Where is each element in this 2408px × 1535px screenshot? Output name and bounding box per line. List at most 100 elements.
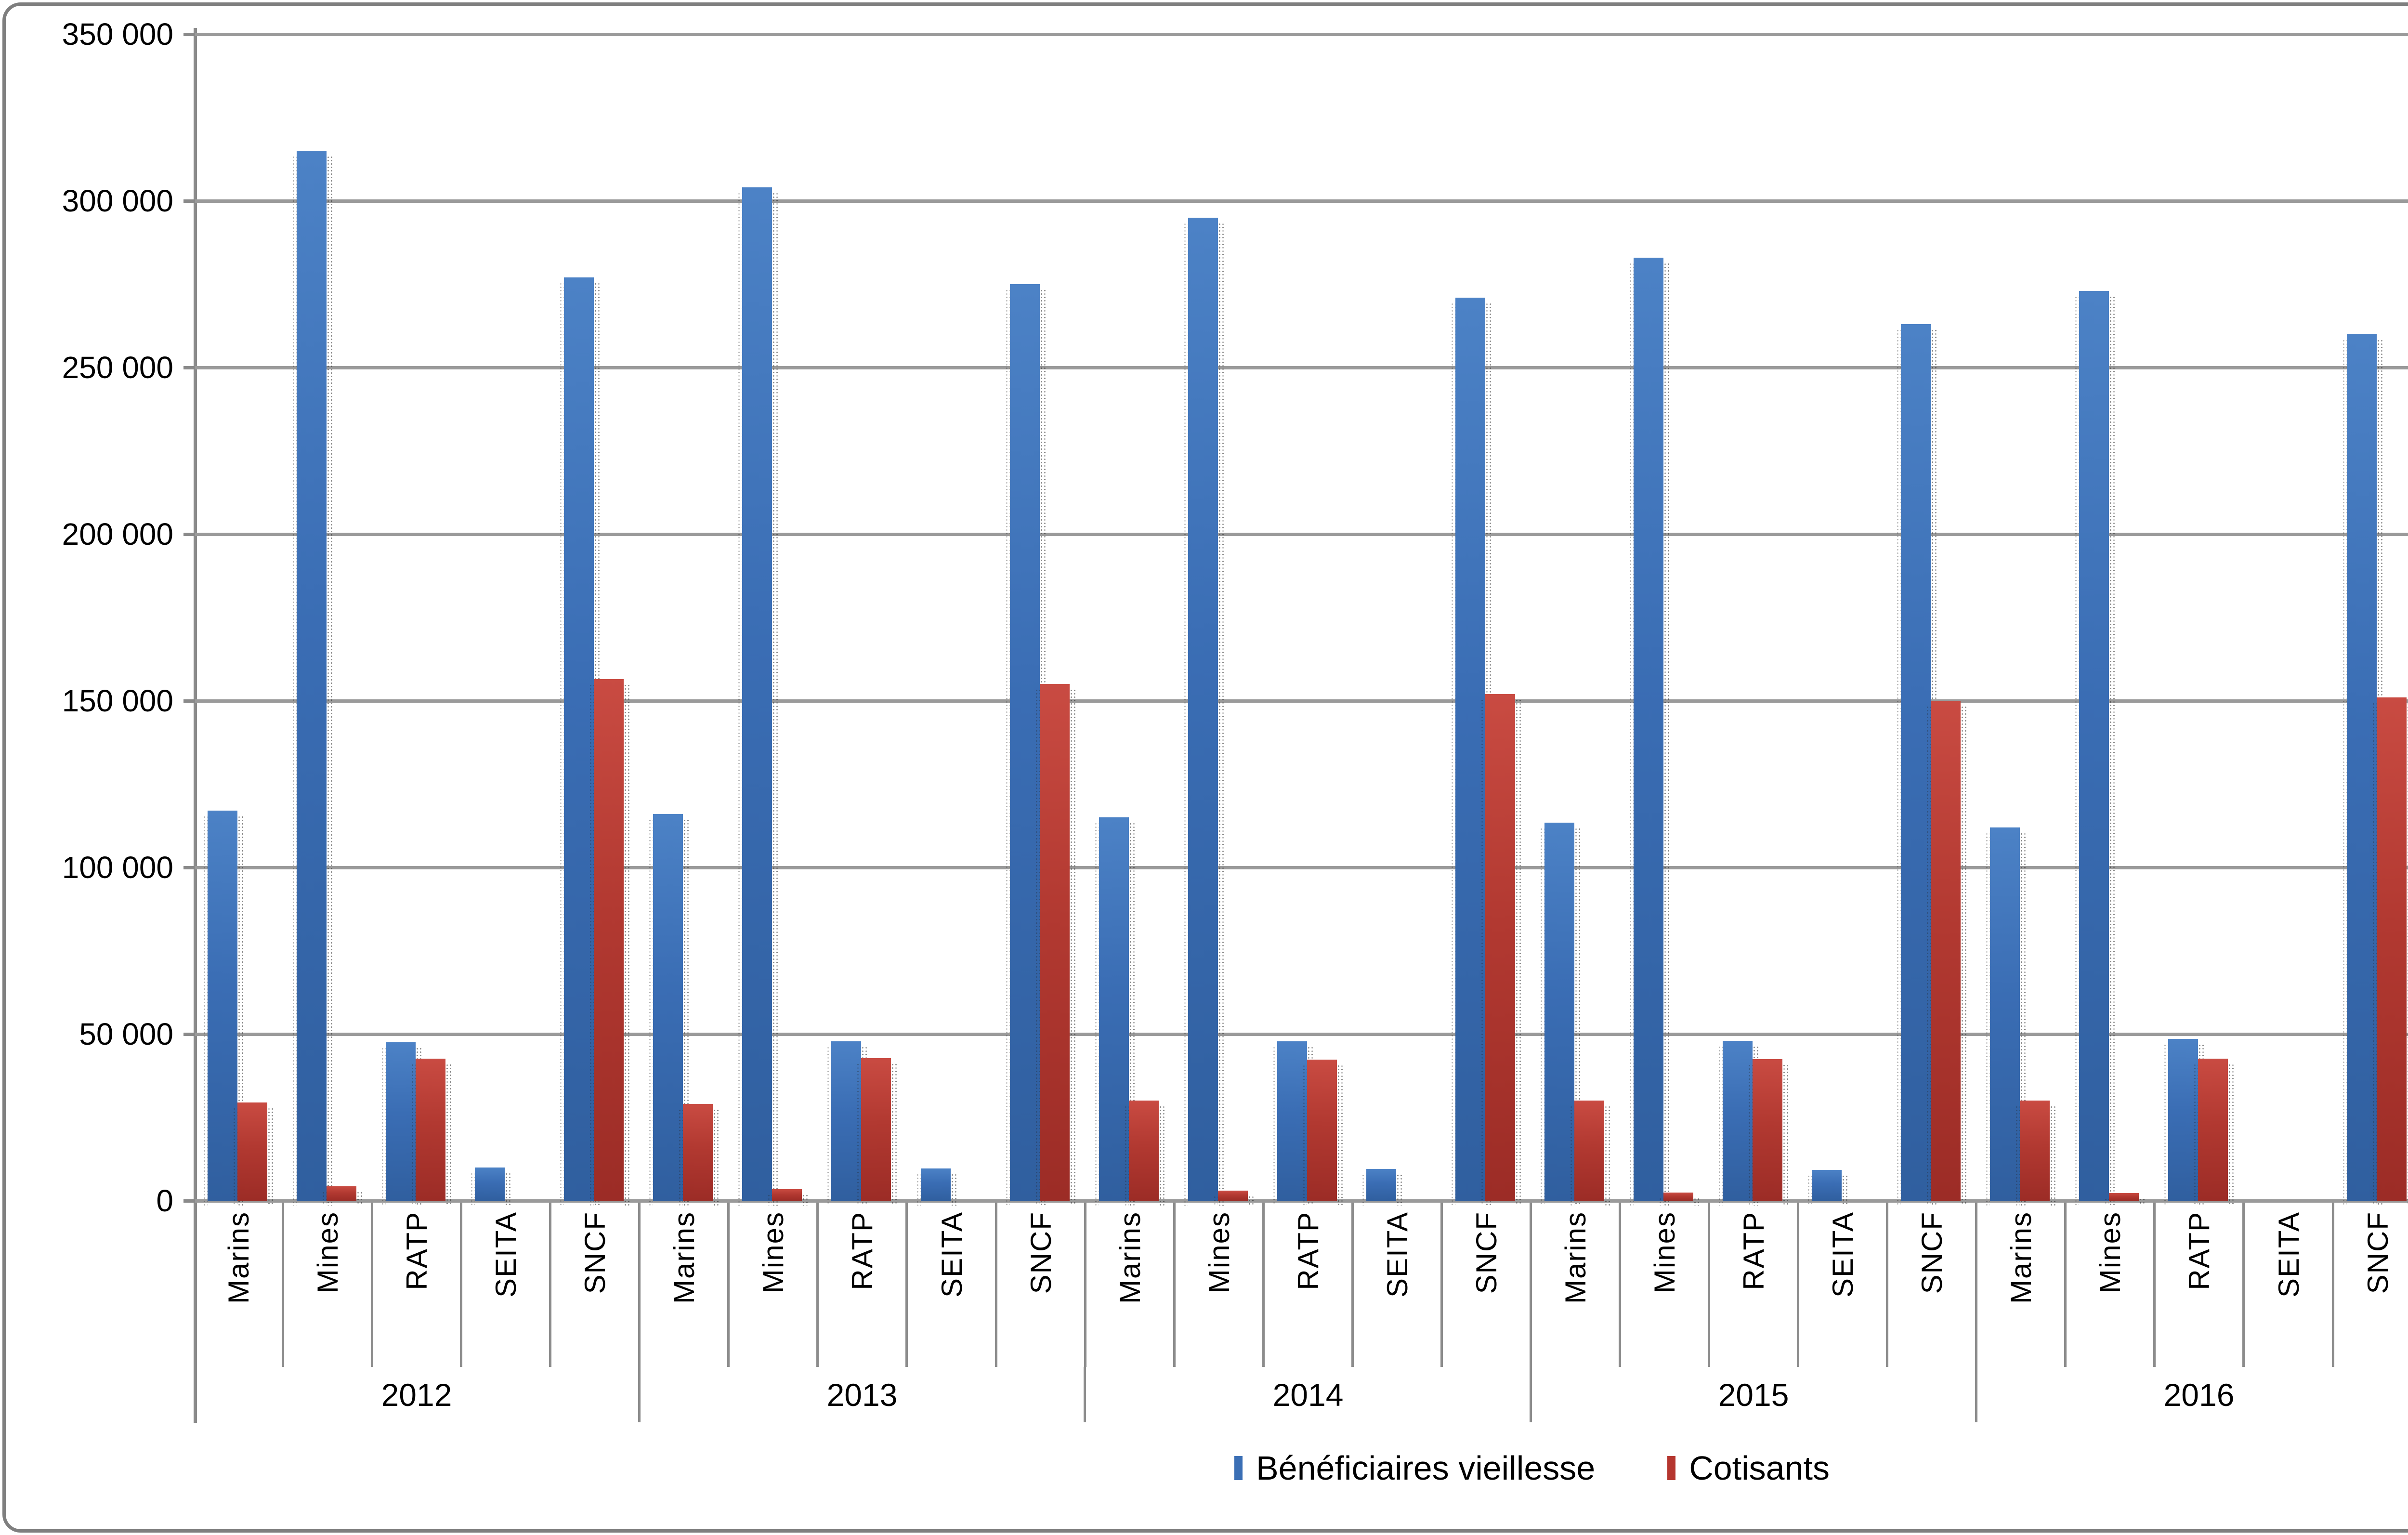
- gridline-350000: [195, 33, 2408, 36]
- gridline-100000: [195, 866, 2408, 869]
- category-cell-2016-sncf: SNCF: [2334, 1203, 2408, 1367]
- bar-beneficiaires-2015-marins: [1540, 823, 1582, 1206]
- category-cell-2014-marins: Marins: [1086, 1203, 1176, 1367]
- category-label: RATP: [1292, 1211, 1324, 1290]
- year-cell-2015: 2015: [1532, 1367, 1977, 1422]
- y-tick-label: 150 000: [62, 683, 173, 718]
- year-cell-2014: 2014: [1086, 1367, 1532, 1422]
- category-axis-row: Marins Mines RATP SEITA SNCF Marins Mines RATP S…: [195, 1203, 2408, 1367]
- y-axis-line: [194, 28, 197, 1423]
- category-cell-2015-sncf: SNCF: [1888, 1203, 1977, 1367]
- category-label: SEITA: [1826, 1211, 1859, 1298]
- category-cell-2012-ratp: RATP: [373, 1203, 462, 1367]
- bar-beneficiaires-2012-marins: [203, 811, 245, 1206]
- category-cell-2016-marins: Marins: [1977, 1203, 2067, 1367]
- bar-beneficiaires-2013-mines: [737, 187, 780, 1206]
- category-label: SEITA: [1381, 1211, 1413, 1298]
- y-tick-mark: [183, 533, 195, 536]
- category-label: Marins: [222, 1211, 255, 1304]
- year-cell-2012: 2012: [195, 1367, 641, 1422]
- category-cell-2012-sncf: SNCF: [551, 1203, 641, 1367]
- y-tick-label: 200 000: [62, 517, 173, 551]
- legend: Bénéficiaires vieillesse Cotisants: [195, 1449, 2408, 1487]
- legend-item-beneficiaires: Bénéficiaires vieillesse: [1234, 1449, 1595, 1487]
- legend-swatch-blue-icon: [1234, 1456, 1243, 1480]
- legend-swatch-red-icon: [1667, 1456, 1676, 1480]
- category-label: RATP: [400, 1211, 433, 1290]
- bar-cotisants-2013-ratp: [856, 1058, 899, 1206]
- year-cell-2013: 2013: [641, 1367, 1086, 1422]
- category-label: SEITA: [489, 1211, 522, 1298]
- year-label: 2014: [1272, 1377, 1344, 1413]
- bar-cotisants-2016-mines: [2104, 1193, 2146, 1206]
- gridline-250000: [195, 366, 2408, 369]
- category-label: Mines: [311, 1211, 344, 1294]
- category-cell-2013-marins: Marins: [641, 1203, 730, 1367]
- y-tick-label: 250 000: [62, 350, 173, 385]
- category-label: RATP: [846, 1211, 878, 1290]
- year-label: 2012: [381, 1377, 452, 1413]
- year-cell-2016: 2016: [1977, 1367, 2408, 1422]
- category-label: SNCF: [2361, 1211, 2394, 1294]
- gridline-200000: [195, 533, 2408, 536]
- category-label: SNCF: [1024, 1211, 1057, 1294]
- category-cell-2016-seita: SEITA: [2245, 1203, 2334, 1367]
- bar-cotisants-2012-marins: [233, 1102, 275, 1206]
- y-tick-mark: [183, 866, 195, 869]
- category-cell-2014-seita: SEITA: [1354, 1203, 1443, 1367]
- bar-cotisants-2016-marins: [2015, 1101, 2057, 1206]
- category-label: RATP: [2183, 1211, 2215, 1290]
- legend-item-cotisants: Cotisants: [1667, 1449, 1830, 1487]
- category-label: SNCF: [1470, 1211, 1503, 1294]
- bar-cotisants-2015-ratp: [1748, 1059, 1790, 1206]
- y-tick-label: 350 000: [62, 17, 173, 52]
- y-tick-label: 300 000: [62, 184, 173, 218]
- category-cell-2015-ratp: RATP: [1710, 1203, 1799, 1367]
- category-cell-2015-seita: SEITA: [1799, 1203, 1888, 1367]
- bar-cotisants-2015-marins: [1570, 1101, 1612, 1206]
- category-cell-2014-mines: Mines: [1176, 1203, 1265, 1367]
- category-cell-2013-mines: Mines: [730, 1203, 819, 1367]
- bar-beneficiaires-2014-mines: [1183, 218, 1226, 1206]
- category-label: Marins: [2004, 1211, 2037, 1304]
- year-label: 2016: [2163, 1377, 2235, 1413]
- category-label: RATP: [1737, 1211, 1770, 1290]
- plot-area: [195, 33, 2408, 1206]
- y-tick-mark: [183, 1033, 195, 1036]
- year-label: 2015: [1718, 1377, 1789, 1413]
- bar-cotisants-2014-sncf: [1480, 694, 1523, 1206]
- year-axis-row: 201220132014201520162017 (p): [195, 1367, 2408, 1422]
- gridline-150000: [195, 699, 2408, 703]
- category-cell-2015-marins: Marins: [1532, 1203, 1621, 1367]
- gridline-50000: [195, 1033, 2408, 1036]
- bar-cotisants-2016-ratp: [2193, 1059, 2236, 1206]
- bar-cotisants-2014-ratp: [1302, 1060, 1345, 1206]
- year-label: 2013: [826, 1377, 898, 1413]
- bar-cotisants-2014-mines: [1213, 1191, 1256, 1206]
- y-tick-label: 100 000: [62, 850, 173, 885]
- category-cell-2016-mines: Mines: [2067, 1203, 2156, 1367]
- category-label: Mines: [2094, 1211, 2126, 1294]
- category-cell-2013-sncf: SNCF: [997, 1203, 1086, 1367]
- bar-cotisants-2012-mines: [322, 1186, 364, 1206]
- category-label: SEITA: [935, 1211, 968, 1298]
- bar-beneficiaires-2014-seita: [1361, 1169, 1404, 1206]
- category-label: Mines: [1648, 1211, 1681, 1294]
- category-cell-2015-mines: Mines: [1621, 1203, 1710, 1367]
- bar-beneficiaires-2012-mines: [292, 151, 334, 1206]
- bar-beneficiaires-2013-seita: [916, 1168, 958, 1206]
- bar-cotisants-2015-sncf: [1926, 701, 1968, 1206]
- y-tick-mark: [183, 33, 195, 36]
- y-tick-label: 50 000: [79, 1017, 173, 1051]
- category-label: SEITA: [2272, 1211, 2305, 1298]
- bar-cotisants-2016-sncf: [2372, 697, 2408, 1206]
- gridline-0: [195, 1199, 2408, 1203]
- bar-cotisants-2013-marins: [678, 1104, 720, 1206]
- category-cell-2013-ratp: RATP: [819, 1203, 908, 1367]
- y-tick-label: 0: [156, 1183, 173, 1218]
- category-cell-2014-ratp: RATP: [1265, 1203, 1354, 1367]
- bar-beneficiaires-2012-seita: [470, 1168, 512, 1206]
- y-tick-mark: [183, 1199, 195, 1203]
